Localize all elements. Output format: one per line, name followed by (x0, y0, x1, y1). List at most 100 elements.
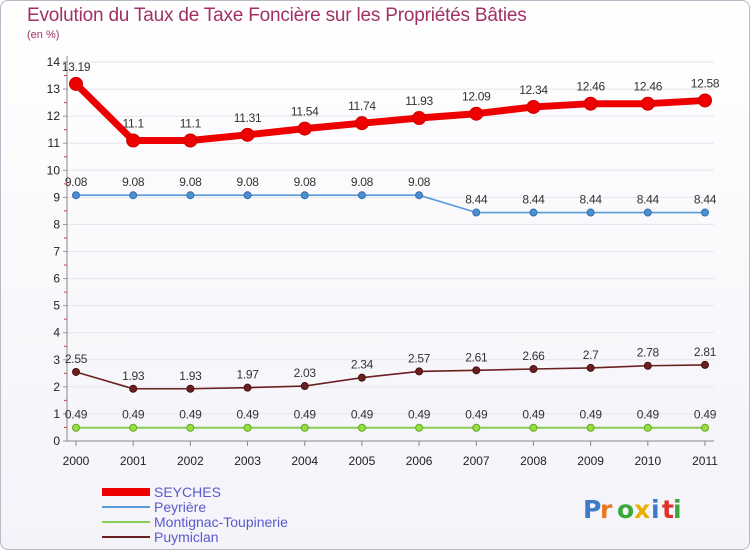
data-label: 2.81 (694, 345, 717, 359)
data-point (526, 99, 541, 114)
data-point (297, 121, 312, 136)
data-label: 2.55 (65, 352, 88, 366)
y-tick-label: 9 (53, 190, 60, 204)
data-label: 11.54 (291, 105, 319, 119)
data-label: 8.44 (694, 193, 717, 207)
data-label: 2.78 (637, 346, 660, 360)
data-label: 0.49 (408, 408, 431, 422)
data-point (300, 191, 309, 200)
data-label: 11.31 (234, 111, 262, 125)
x-tick-label: 2007 (463, 454, 490, 468)
data-point (300, 423, 309, 432)
data-point (701, 423, 709, 432)
y-tick-label: 6 (53, 272, 60, 286)
series-line-3 (75, 364, 706, 390)
data-label: 11.74 (348, 99, 376, 113)
data-label: 9.08 (294, 175, 317, 189)
y-tick-label: 1 (53, 407, 60, 421)
data-label: 8.44 (580, 193, 603, 207)
data-label: 0.49 (122, 408, 145, 422)
data-label: 0.49 (694, 408, 717, 422)
data-point (186, 384, 195, 393)
data-label: 9.08 (65, 175, 88, 189)
y-tick-label: 14 (47, 55, 61, 69)
data-point (354, 116, 369, 131)
x-tick-label: 2003 (234, 454, 261, 468)
legend-entry: Montignac-Toupinerie (154, 514, 288, 530)
y-tick-label: 11 (48, 136, 61, 150)
data-point (529, 364, 538, 373)
data-point (643, 423, 652, 432)
data-label: 11.1 (180, 117, 202, 131)
x-tick-label: 2008 (520, 454, 547, 468)
y-tick-label: 10 (47, 163, 61, 177)
x-tick-label: 2004 (291, 454, 318, 468)
data-label: 12.58 (691, 76, 720, 90)
data-point (72, 367, 80, 376)
data-label: 1.97 (236, 368, 259, 382)
data-point (640, 96, 655, 111)
data-point (357, 373, 366, 382)
brand-letter: t (662, 495, 674, 524)
y-tick-label: 0 (53, 434, 60, 448)
data-label: 12.09 (462, 90, 491, 104)
data-point (701, 360, 709, 369)
data-point (415, 191, 424, 200)
legend: SEYCHESPeyrièreMontignac-ToupineriePuymi… (102, 484, 288, 545)
data-point (529, 208, 538, 217)
data-point (243, 191, 252, 200)
data-label: 11.1 (123, 117, 145, 131)
data-label: 8.44 (522, 193, 545, 207)
data-label: 0.49 (65, 408, 88, 422)
data-point (129, 191, 138, 200)
data-labels: 13.19 11.1 11.1 11.31 11.54 11.74 11.93 12.09 12… (62, 60, 720, 422)
chart-title: Evolution du Taux de Taxe Foncière sur l… (27, 5, 527, 26)
data-point (586, 208, 595, 217)
x-tick-label: 2000 (63, 454, 90, 468)
data-point (186, 423, 195, 432)
x-tick-label: 2011 (692, 454, 718, 468)
data-label: 0.49 (637, 408, 660, 422)
data-point (583, 96, 598, 111)
data-point (186, 191, 195, 200)
y-tick-label: 13 (47, 82, 61, 96)
data-point (643, 208, 652, 217)
data-label: 9.08 (236, 175, 259, 189)
data-label: 0.49 (522, 408, 545, 422)
data-point (472, 423, 481, 432)
x-tick-label: 2005 (349, 454, 376, 468)
data-label: 9.08 (179, 175, 202, 189)
data-point (586, 363, 595, 372)
brand-letter: o (617, 495, 634, 524)
data-label: 0.49 (580, 408, 603, 422)
data-point (701, 208, 709, 217)
legend-entry: Peyrière (154, 499, 206, 515)
data-point (129, 384, 138, 393)
legend-entry: SEYCHES (154, 484, 221, 500)
brand-letter: P (583, 495, 601, 524)
data-label: 12.34 (519, 83, 548, 97)
data-label: 8.44 (465, 193, 488, 207)
y-tick-label: 3 (53, 353, 60, 367)
brand-letter: i (673, 495, 682, 524)
y-tick-label: 4 (53, 326, 60, 340)
brand-letter: x (634, 495, 650, 524)
data-point (472, 366, 481, 375)
x-tick-label: 2010 (634, 454, 661, 468)
data-point (300, 382, 309, 391)
data-label: 9.08 (408, 175, 431, 189)
data-point (243, 383, 252, 392)
series-line-1 (76, 194, 705, 214)
unit-label: (en %) (27, 29, 60, 41)
data-label: 11.93 (405, 94, 433, 108)
data-point (240, 127, 255, 142)
data-point (357, 423, 366, 432)
x-tick-label: 2009 (577, 454, 604, 468)
data-label: 8.44 (637, 193, 660, 207)
data-point (69, 76, 83, 91)
data-label: 13.19 (62, 60, 91, 74)
data-label: 9.08 (122, 175, 145, 189)
